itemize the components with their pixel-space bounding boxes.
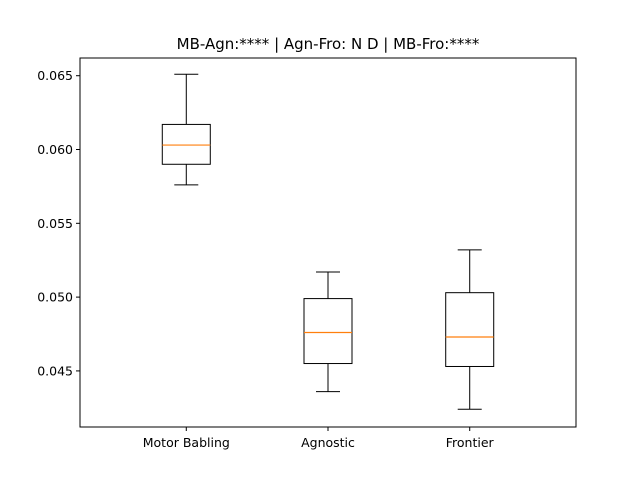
box-iqr <box>445 292 495 367</box>
box-series <box>161 73 495 410</box>
box-motor-babling <box>161 73 211 186</box>
box-iqr <box>303 298 353 365</box>
x-tick-label: Motor Babling <box>143 435 230 450</box>
y-tick-label: 0.060 <box>37 142 73 157</box>
y-tick-label: 0.050 <box>37 290 73 305</box>
box-frontier <box>445 249 495 410</box>
y-tick-label: 0.045 <box>37 363 73 378</box>
y-axis: 0.045 0.050 0.055 0.060 0.065 <box>37 68 80 378</box>
y-tick-label: 0.055 <box>37 216 73 231</box>
chart-title: MB-Agn:**** | Agn-Fro: N D | MB-Fro:**** <box>177 35 480 53</box>
x-tick-label: Frontier <box>446 435 495 450</box>
y-tick-label: 0.065 <box>37 68 73 83</box>
box-iqr <box>161 123 211 165</box>
x-axis: Motor Babling Agnostic Frontier <box>143 427 495 450</box>
box-agnostic <box>303 271 353 393</box>
x-tick-label: Agnostic <box>301 435 355 450</box>
